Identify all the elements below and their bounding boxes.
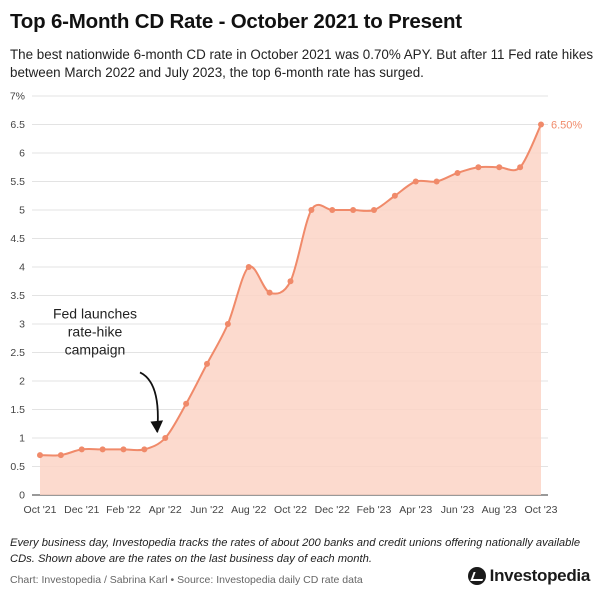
y-tick-label: 6: [19, 148, 25, 160]
rate-points: [37, 121, 544, 459]
investopedia-logo: Investopedia: [467, 566, 591, 586]
data-point: [266, 289, 273, 296]
x-tick-label: Jun '23: [441, 504, 475, 516]
y-tick-label: 2.5: [10, 347, 25, 359]
y-tick-label: 3.5: [10, 290, 25, 302]
x-tick-label: Oct '23: [525, 504, 558, 516]
x-tick-label: Aug '23: [482, 504, 517, 516]
data-point: [538, 121, 544, 128]
fed-annotation: Fed launches rate-hike campaign: [53, 305, 164, 434]
y-tick-label: 0.5: [10, 461, 25, 473]
brand-name: Investopedia: [489, 566, 591, 585]
y-tick-label: 7%: [10, 91, 25, 103]
y-tick-label: 5.5: [10, 176, 25, 188]
data-point: [245, 264, 252, 270]
y-tick-label: 0: [19, 490, 25, 502]
y-tick-label: 1.5: [10, 404, 25, 416]
annotation-arrowhead: [150, 420, 164, 434]
data-point: [120, 446, 127, 453]
investopedia-logo-icon: [467, 567, 486, 585]
data-point: [204, 360, 210, 367]
annotation-line: Fed launches: [53, 305, 137, 321]
x-tick-label: Apr '23: [399, 504, 432, 516]
data-point: [454, 169, 461, 176]
data-point: [391, 192, 398, 199]
chart-title: Top 6-Month CD Rate - October 2021 to Pr…: [10, 10, 462, 33]
data-point: [224, 321, 231, 327]
data-point: [371, 207, 377, 213]
x-tick-label: Apr '22: [149, 504, 182, 516]
y-tick-label: 3: [19, 319, 25, 331]
y-axis-ticks: 0 0.5 1 1.5 2 2.5 3 3.5 4 4.5 5 5.5 6 6.5 7%: [10, 91, 25, 502]
data-point: [517, 164, 524, 171]
y-tick-label: 1: [19, 433, 25, 445]
data-point: [329, 207, 336, 213]
data-point: [496, 164, 503, 171]
x-tick-label: Feb '23: [357, 504, 392, 516]
data-point: [183, 400, 190, 407]
x-tick-label: Oct '22: [274, 504, 307, 516]
data-point: [99, 446, 106, 453]
data-point: [433, 178, 440, 185]
chart-subtitle: The best nationwide 6-month CD rate in O…: [10, 47, 594, 80]
cd-rate-chart: 0 0.5 1 1.5 2 2.5 3 3.5 4 4.5 5 5.5 6 6.5 7% Oct '21 De…: [10, 91, 583, 517]
data-point: [308, 207, 315, 213]
data-point: [78, 446, 85, 453]
y-tick-label: 5: [19, 205, 25, 217]
data-point: [287, 278, 294, 285]
data-point: [350, 207, 357, 213]
rate-area-fill: [40, 124, 541, 495]
data-point: [37, 452, 43, 459]
x-axis-ticks: Oct '21 Dec '21 Feb '22 Apr '22 Jun '22 Aug '…: [24, 504, 558, 516]
y-tick-label: 4: [19, 262, 25, 274]
data-point: [141, 446, 148, 453]
chart-footnote: Every business day, Investopedia tracks …: [10, 537, 581, 565]
x-tick-label: Dec '22: [315, 504, 350, 516]
x-tick-label: Feb '22: [106, 504, 141, 516]
data-point: [475, 164, 482, 171]
x-tick-label: Jun '22: [190, 504, 224, 516]
y-tick-label: 4.5: [10, 233, 25, 245]
x-tick-label: Oct '21: [24, 504, 57, 516]
x-tick-label: Dec '21: [64, 504, 99, 516]
x-tick-label: Aug '22: [231, 504, 266, 516]
data-point: [57, 452, 64, 459]
end-value-label: 6.50%: [551, 120, 582, 132]
annotation-line: rate-hike: [68, 323, 123, 339]
y-tick-label: 2: [19, 376, 25, 388]
data-point: [412, 178, 419, 185]
annotation-line: campaign: [65, 341, 126, 357]
y-tick-label: 6.5: [10, 119, 25, 131]
chart-credit: Chart: Investopedia / Sabrina Karl • Sou…: [10, 574, 363, 586]
data-point: [162, 435, 169, 441]
